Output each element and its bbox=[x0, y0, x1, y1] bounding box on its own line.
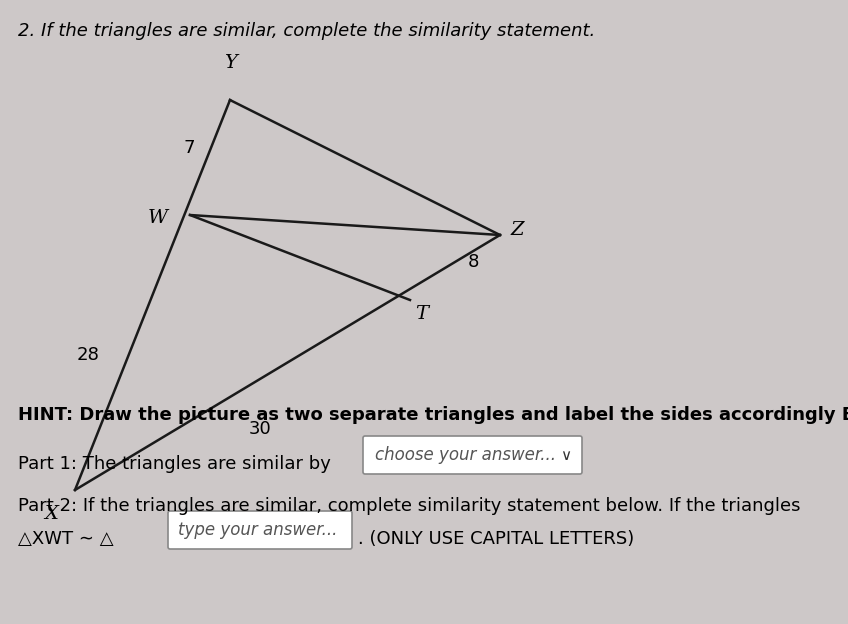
Text: 2. If the triangles are similar, complete the similarity statement.: 2. If the triangles are similar, complet… bbox=[18, 22, 595, 40]
Text: Z: Z bbox=[510, 221, 523, 239]
Text: △XWT ∼ △: △XWT ∼ △ bbox=[18, 530, 114, 548]
Text: Y: Y bbox=[224, 54, 237, 72]
Text: 28: 28 bbox=[77, 346, 100, 364]
Text: 8: 8 bbox=[468, 253, 479, 271]
Text: 7: 7 bbox=[183, 139, 195, 157]
Text: 30: 30 bbox=[248, 420, 271, 438]
Text: Part 1: The triangles are similar by: Part 1: The triangles are similar by bbox=[18, 455, 331, 473]
Text: X: X bbox=[44, 505, 58, 523]
Text: type your answer...: type your answer... bbox=[178, 521, 338, 539]
Text: T: T bbox=[415, 305, 428, 323]
FancyBboxPatch shape bbox=[363, 436, 582, 474]
Text: ∨: ∨ bbox=[561, 447, 572, 462]
Text: HINT: Draw the picture as two separate triangles and label the sides accordingly: HINT: Draw the picture as two separate t… bbox=[18, 406, 848, 424]
Text: Part 2: If the triangles are similar, complete similarity statement below. If th: Part 2: If the triangles are similar, co… bbox=[18, 497, 801, 515]
Text: choose your answer...: choose your answer... bbox=[375, 446, 556, 464]
Text: . (ONLY USE CAPITAL LETTERS): . (ONLY USE CAPITAL LETTERS) bbox=[358, 530, 634, 548]
Text: W: W bbox=[148, 209, 168, 227]
FancyBboxPatch shape bbox=[168, 511, 352, 549]
